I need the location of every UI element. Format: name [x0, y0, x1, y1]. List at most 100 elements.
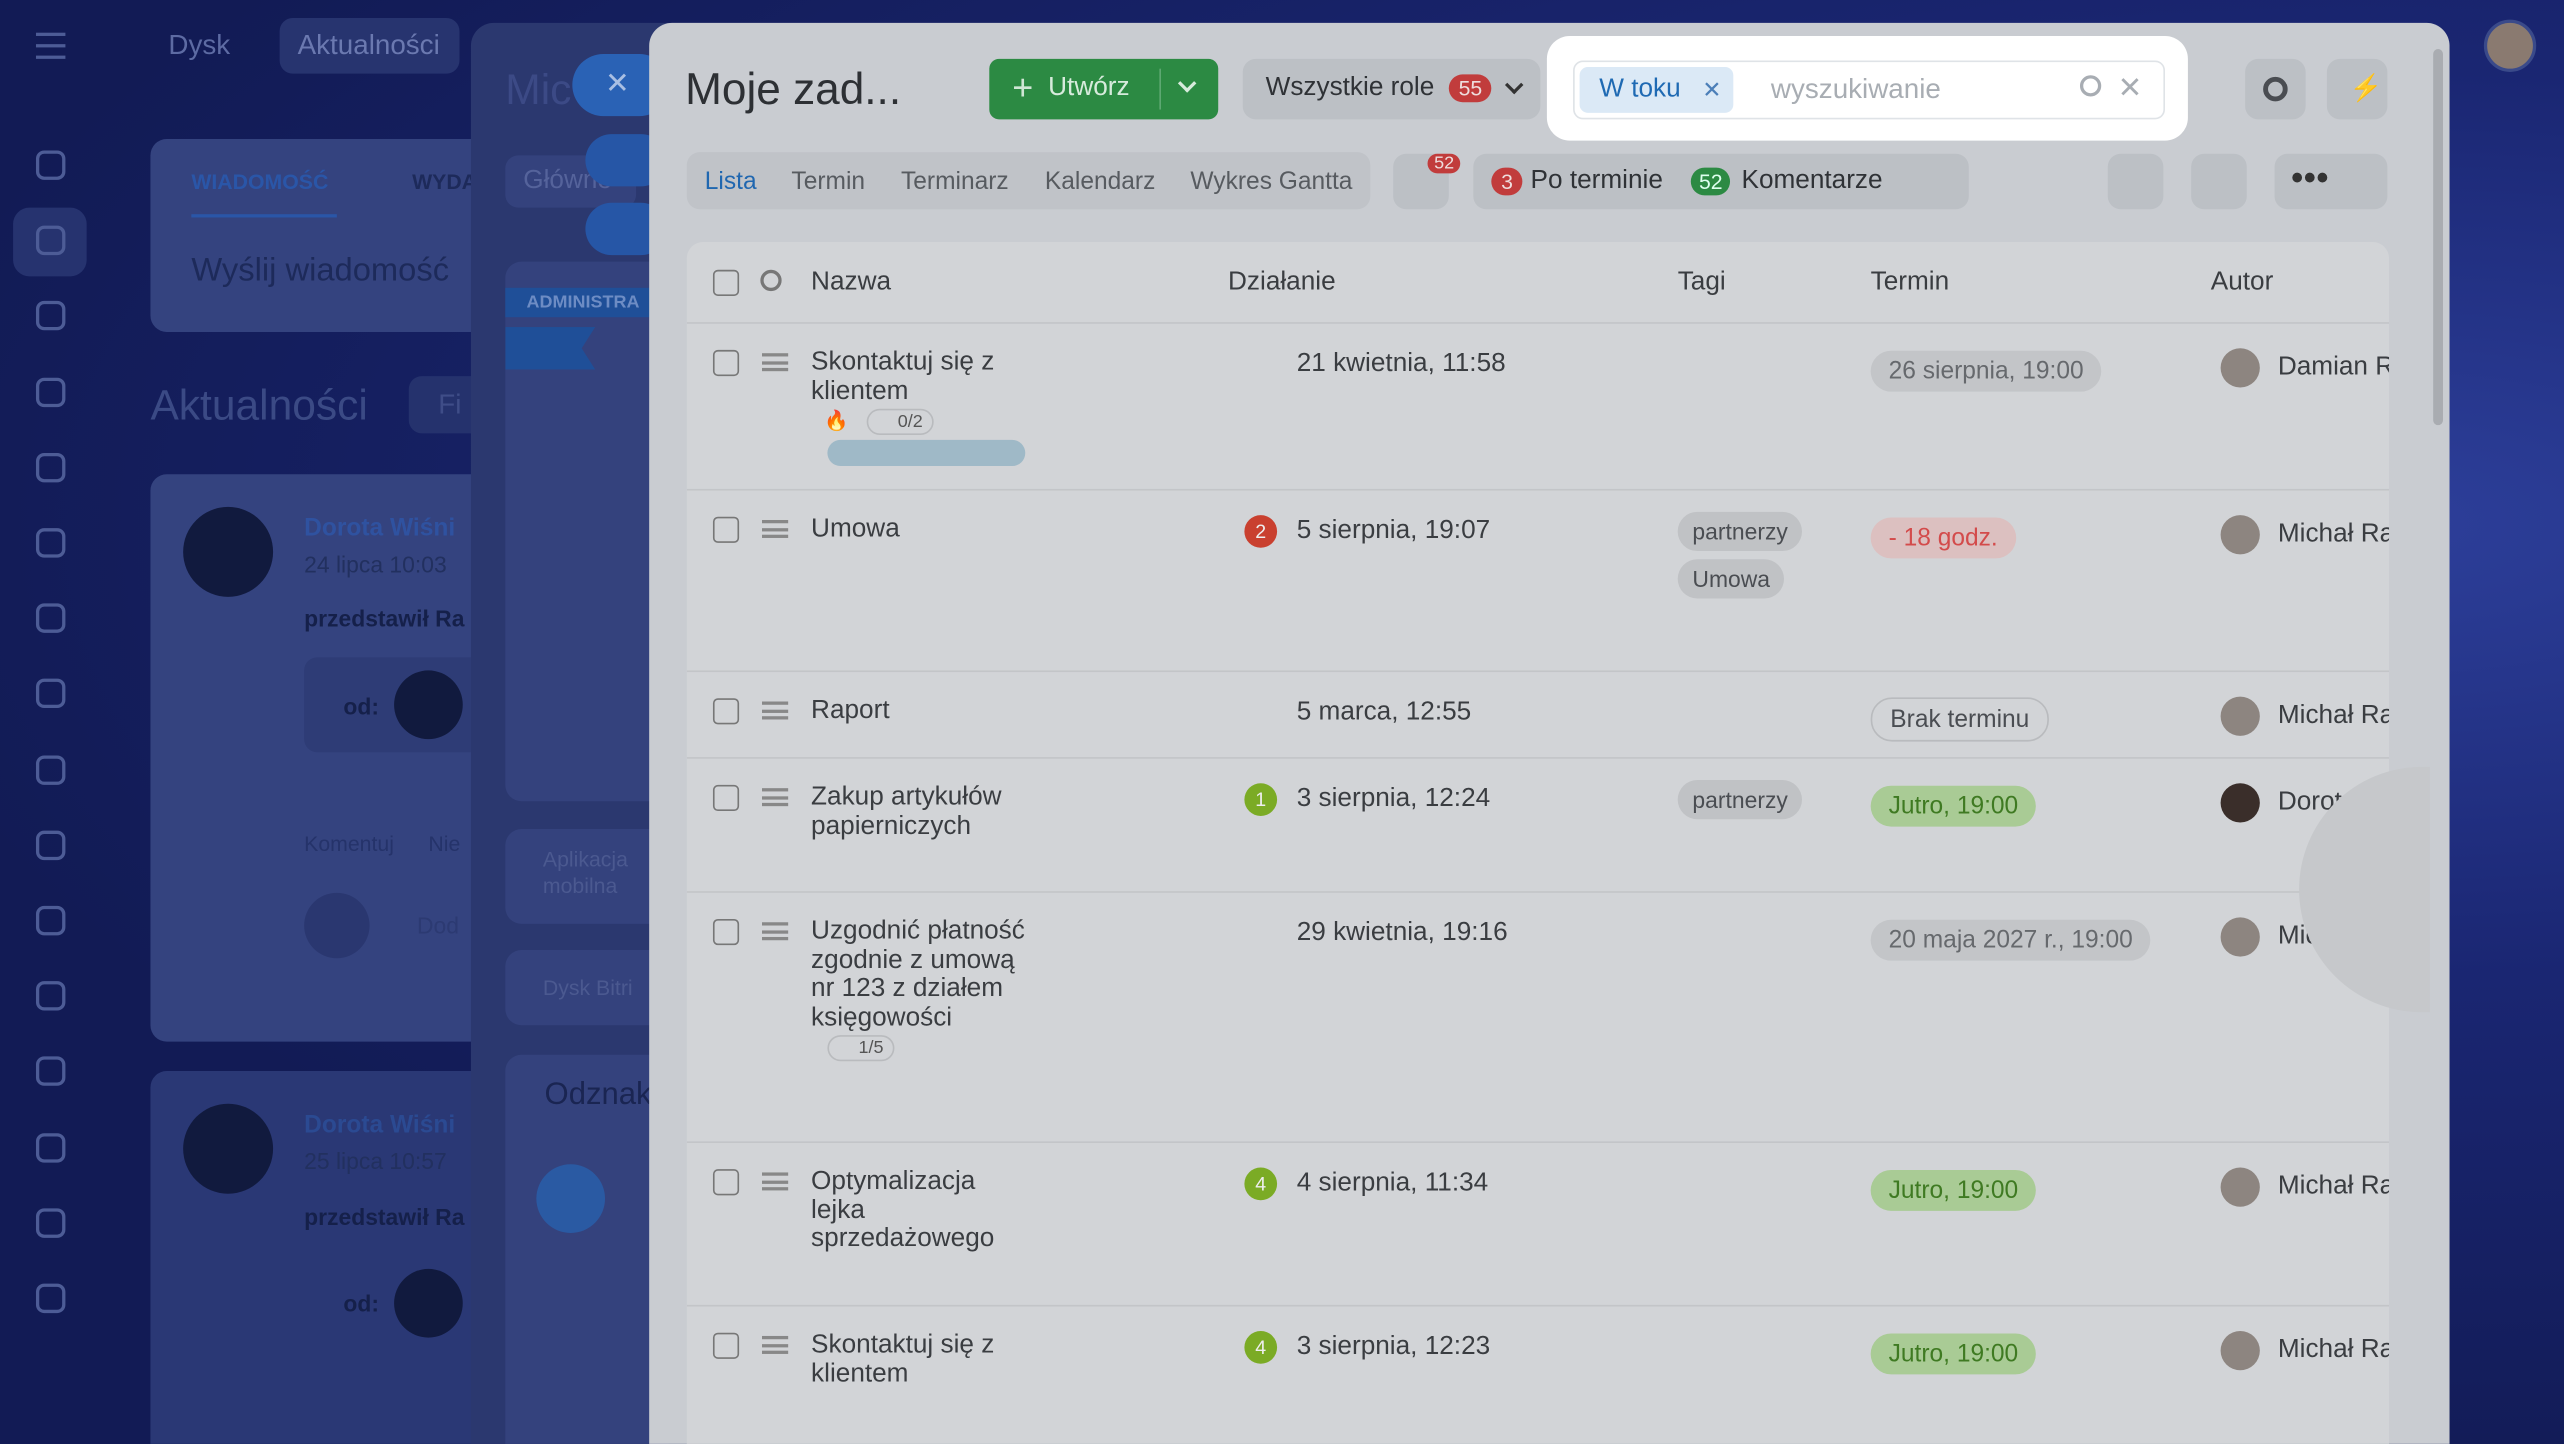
search-icon[interactable]: [2079, 75, 2102, 97]
filter-chip[interactable]: [1579, 67, 1734, 113]
post-author[interactable]: Dorota Wiśni: [304, 514, 456, 543]
row-checkbox[interactable]: [712, 1332, 740, 1359]
author-name[interactable]: Michał Ra: [2277, 519, 2390, 548]
view-tab[interactable]: Lista: [704, 167, 757, 196]
post-action[interactable]: Komentuj: [304, 831, 394, 857]
roles-filter[interactable]: Wszystkie role 55: [1242, 58, 1541, 120]
app-text[interactable]: Aplikacja mobilna: [542, 847, 628, 898]
comments-count[interactable]: 52: [1690, 167, 1731, 196]
overdue-count[interactable]: 3: [1491, 167, 1523, 196]
task-name[interactable]: Uzgodnić płatność zgodnie z umową nr 123…: [811, 917, 1025, 1032]
task-name[interactable]: Skontaktuj się z klientem: [811, 1331, 995, 1388]
task-name[interactable]: Raport: [811, 696, 890, 725]
author-name[interactable]: Michał Ra: [2277, 1335, 2390, 1364]
chip-remove[interactable]: ✕: [1702, 76, 1722, 103]
disk-card[interactable]: [505, 950, 669, 1026]
tag[interactable]: Umowa: [1677, 559, 1785, 599]
roles-text[interactable]: Wszystkie role: [1265, 73, 1435, 102]
search-box[interactable]: [1573, 60, 2166, 120]
column-header[interactable]: Działanie: [1228, 268, 1336, 296]
column-header[interactable]: Tagi: [1677, 268, 1726, 296]
nav-icon[interactable]: [35, 225, 66, 256]
row-checkbox[interactable]: [712, 516, 740, 543]
nav-icon[interactable]: [35, 1208, 66, 1238]
nav-icon[interactable]: [35, 754, 66, 785]
top-link-active[interactable]: [279, 17, 460, 74]
view-tab[interactable]: Terminarz: [900, 167, 1009, 196]
deadline[interactable]: Brak terminu: [1870, 697, 2049, 742]
row-checkbox[interactable]: [712, 784, 740, 812]
nav-icon[interactable]: [35, 1283, 66, 1314]
post-action[interactable]: Nie: [428, 831, 461, 857]
disk-text[interactable]: Dysk Bitri: [542, 975, 633, 1000]
drag-handle[interactable]: [762, 701, 789, 720]
nav-icon[interactable]: [35, 377, 66, 407]
more-button[interactable]: •••: [2274, 153, 2388, 210]
row-checkbox[interactable]: [712, 698, 740, 725]
deadline[interactable]: Jutro, 19:00: [1870, 1169, 2037, 1211]
nav-icon[interactable]: [35, 1056, 66, 1087]
robot-button[interactable]: [2191, 153, 2247, 210]
column-settings[interactable]: [760, 269, 782, 292]
deadline[interactable]: Jutro, 19:00: [1870, 1333, 2037, 1375]
comments-label[interactable]: Komentarze: [1741, 166, 1883, 195]
column-header[interactable]: Termin: [1870, 268, 1950, 296]
deadline[interactable]: - 18 godz.: [1870, 517, 2016, 559]
nav-icon[interactable]: [35, 150, 66, 180]
clear-button[interactable]: ✕: [2117, 71, 2143, 104]
drag-handle[interactable]: [762, 788, 789, 807]
filter-text[interactable]: Fi: [438, 389, 462, 421]
nav-icon[interactable]: [35, 301, 66, 331]
deadline[interactable]: Jutro, 19:00: [1870, 785, 2037, 827]
task-name[interactable]: Umowa: [811, 515, 900, 543]
row-checkbox[interactable]: [712, 1169, 740, 1196]
select-all[interactable]: [712, 269, 740, 296]
row-checkbox[interactable]: [712, 349, 740, 377]
compose-input[interactable]: Wyślij wiadomość: [191, 252, 450, 289]
nav-icon[interactable]: [35, 528, 66, 558]
view-tab[interactable]: Wykres Gantta: [1190, 167, 1353, 196]
nav-icon[interactable]: [35, 603, 66, 634]
top-link[interactable]: Dysk: [168, 29, 231, 61]
automation-button[interactable]: ⚡: [2326, 58, 2388, 120]
tag[interactable]: partnerzy: [1677, 511, 1803, 552]
drag-handle[interactable]: [762, 1335, 789, 1354]
view-tab[interactable]: Kalendarz: [1044, 167, 1156, 196]
drag-handle[interactable]: [762, 1172, 789, 1191]
search-input[interactable]: wyszukiwanie: [1770, 73, 1941, 105]
top-link[interactable]: Aktualności: [297, 29, 440, 61]
nav-icon[interactable]: [35, 905, 66, 936]
app-card[interactable]: [505, 829, 669, 924]
task-name[interactable]: Zakup artykułów papierniczych: [811, 783, 1002, 840]
comment-input[interactable]: Dod: [416, 912, 459, 939]
create-button[interactable]: + Utwórz: [989, 58, 1219, 120]
task-name[interactable]: Optymalizacja lejka sprzedażowego: [811, 1167, 995, 1253]
menu-button[interactable]: [35, 32, 66, 59]
drag-handle[interactable]: [762, 519, 789, 538]
nav-icon[interactable]: [35, 981, 66, 1011]
post-author[interactable]: Dorota Wiśni: [304, 1111, 456, 1139]
overdue-label[interactable]: Po terminie: [1530, 166, 1663, 195]
tag[interactable]: partnerzy: [1677, 779, 1803, 820]
deadline[interactable]: 20 maja 2027 r., 19:00: [1870, 919, 2151, 961]
task-name[interactable]: Skontaktuj się z klientem: [811, 348, 995, 405]
checklist[interactable]: 0/2: [866, 408, 935, 435]
nav-icon[interactable]: [35, 679, 66, 709]
feed-tab[interactable]: WYDA: [412, 169, 478, 194]
filter-chip-text[interactable]: W toku: [1599, 75, 1681, 104]
nav-icon[interactable]: [35, 452, 66, 483]
row-checkbox[interactable]: [712, 918, 740, 946]
column-header[interactable]: Autor: [2210, 268, 2274, 296]
checklist[interactable]: 1/5: [827, 1035, 895, 1062]
view-tab[interactable]: Termin: [791, 167, 866, 196]
create-text[interactable]: Utwórz: [1048, 73, 1130, 102]
user-avatar[interactable]: [2483, 19, 2537, 72]
settings-button[interactable]: [2245, 58, 2306, 120]
drag-handle[interactable]: [762, 922, 789, 941]
feed-tab[interactable]: WIADOMOŚĆ: [191, 169, 329, 194]
column-header[interactable]: Nazwa: [811, 268, 892, 296]
nav-icon[interactable]: [35, 1132, 66, 1162]
author-name[interactable]: Damian R: [2277, 353, 2390, 382]
author-name[interactable]: Michał Ra: [2277, 1172, 2390, 1201]
drag-handle[interactable]: [762, 353, 789, 372]
